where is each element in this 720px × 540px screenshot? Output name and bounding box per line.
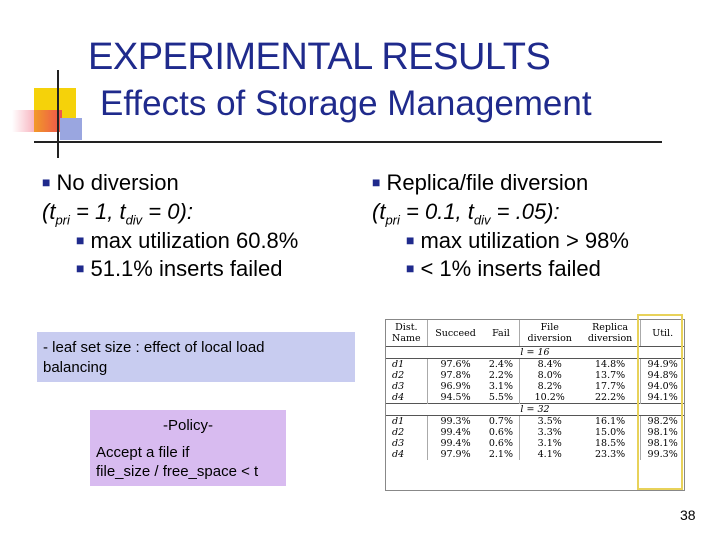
table-cell: 98.1% [640,427,684,438]
table-row: d2 97.8% 2.2% 8.0% 13.7% 94.8% [386,370,684,381]
table-cell: 18.5% [595,438,626,449]
table-cell: 99.4% [426,438,484,449]
table-cell: 94.5% [426,392,484,404]
table-cell: 15.0% [595,427,626,438]
table-cell: 2.2% [488,370,513,381]
table-cell: d3 [392,381,405,392]
table-cell: 13.7% [595,370,626,381]
table-cell: d1 [392,359,405,370]
group-label: l = 32 [386,403,684,416]
table-cell: 10.2% [518,392,580,404]
col-header-dist: Dist. Name [386,320,428,347]
table-cell: 14.8% [595,359,626,370]
table-cell: d2 [392,427,405,438]
table-row: d3 96.9% 3.1% 8.2% 17.7% 94.0% [386,381,684,392]
group-label: l = 16 [386,346,684,359]
decor-red-bar [12,110,62,132]
right-heading: ■ Replica/file diversion [372,170,589,195]
table-row: d4 94.5% 5.5% 10.2% 22.2% 94.1% [386,392,684,404]
table-row: d2 99.4% 0.6% 3.3% 15.0% 98.1% [386,427,684,438]
leaf-set-note-line-2: balancing [43,359,108,376]
left-heading: ■ No diversion [42,170,179,195]
table-cell: d1 [392,416,405,427]
table-cell: 0.7% [488,416,513,427]
slide-title: EXPERIMENTAL RESULTS [88,36,551,78]
title-underline [34,141,662,143]
table-cell: d4 [392,449,405,460]
table-cell: 5.5% [488,392,513,403]
table-cell: 4.1% [518,449,580,460]
table-row: d4 97.9% 2.1% 4.1% 23.3% 99.3% [386,449,684,460]
table-header-row: Dist. Name Succeed Fail File diversion Rep… [386,320,684,347]
table-cell: 17.7% [595,381,626,392]
policy-line-2: file_size / free_space < t [96,463,259,480]
table-cell: 0.6% [488,438,513,449]
table-cell: 3.1% [518,438,580,449]
table-cell: 8.2% [518,381,580,392]
table-cell: 94.8% [640,370,684,381]
col-header-replica-diversion: Replica diversion [579,320,641,347]
square-bullet-icon: ■ [406,260,415,276]
col-header-file-diversion: File diversion [518,320,580,347]
page-number: 38 [680,507,696,523]
table-row: d1 97.6% 2.4% 8.4% 14.8% 94.9% [386,358,684,370]
table-cell: 0.6% [488,427,513,438]
decor-vertical-rule [57,70,59,158]
left-params: (tpri = 1, tdiv = 0): [42,199,193,228]
col-header-util: Util. [640,320,684,347]
table-cell: 22.2% [595,392,626,403]
table-cell: 2.4% [488,359,513,370]
table-cell: 98.2% [640,415,684,427]
leaf-set-note: - leaf set size : effect of local load b… [37,332,355,382]
table-group-row: l = 16 [386,346,684,359]
decor-blue-square [60,118,82,140]
slide-subtitle: Effects of Storage Management [100,84,592,123]
right-params: (tpri = 0.1, tdiv = .05): [372,199,560,228]
results-table: Dist. Name Succeed Fail File diversion Rep… [385,319,685,491]
table-cell: 99.3% [640,449,684,460]
table-cell: 96.9% [426,381,484,392]
table-cell: 3.3% [518,427,580,438]
table-cell: 99.3% [426,415,484,427]
table-cell: 8.4% [518,358,580,370]
square-bullet-icon: ■ [76,232,85,248]
table-cell: 2.1% [488,449,513,460]
policy-line-1: Accept a file if [96,444,190,461]
table-cell: 94.1% [640,392,684,404]
square-bullet-icon: ■ [406,232,415,248]
table-cell: 8.0% [518,370,580,381]
table-cell: 99.4% [426,427,484,438]
table-group-row: l = 32 [386,403,684,416]
table-cell: 97.9% [426,449,484,460]
table-cell: 97.6% [426,358,484,370]
table-cell: 94.0% [640,381,684,392]
table-cell: 3.1% [488,381,513,392]
table-cell: 3.5% [518,415,580,427]
square-bullet-icon: ■ [42,174,51,190]
right-item-2: ■ < 1% inserts failed [406,256,601,281]
table-cell: d3 [392,438,405,449]
table-cell: 98.1% [640,438,684,449]
table-cell: 16.1% [595,416,626,427]
right-item-1: ■ max utilization > 98% [406,228,629,253]
policy-note: -Policy- Accept a file if file_size / fr… [90,410,286,486]
square-bullet-icon: ■ [372,174,381,190]
table-cell: 23.3% [595,449,626,460]
col-header-fail: Fail [483,320,520,347]
table-cell: d2 [392,370,405,381]
table-row: d3 99.4% 0.6% 3.1% 18.5% 98.1% [386,438,684,449]
table-cell: d4 [392,392,405,403]
square-bullet-icon: ■ [76,260,85,276]
left-item-2: ■ 51.1% inserts failed [76,256,283,281]
table-row: d1 99.3% 0.7% 3.5% 16.1% 98.2% [386,415,684,427]
table-cell: 94.9% [640,358,684,370]
left-item-1: ■ max utilization 60.8% [76,228,299,253]
col-header-succeed: Succeed [426,320,484,347]
table-cell: 97.8% [426,370,484,381]
policy-heading: -Policy- [162,417,213,434]
leaf-set-note-line-1: - leaf set size : effect of local load [43,339,265,356]
util-column-highlight [637,314,683,490]
